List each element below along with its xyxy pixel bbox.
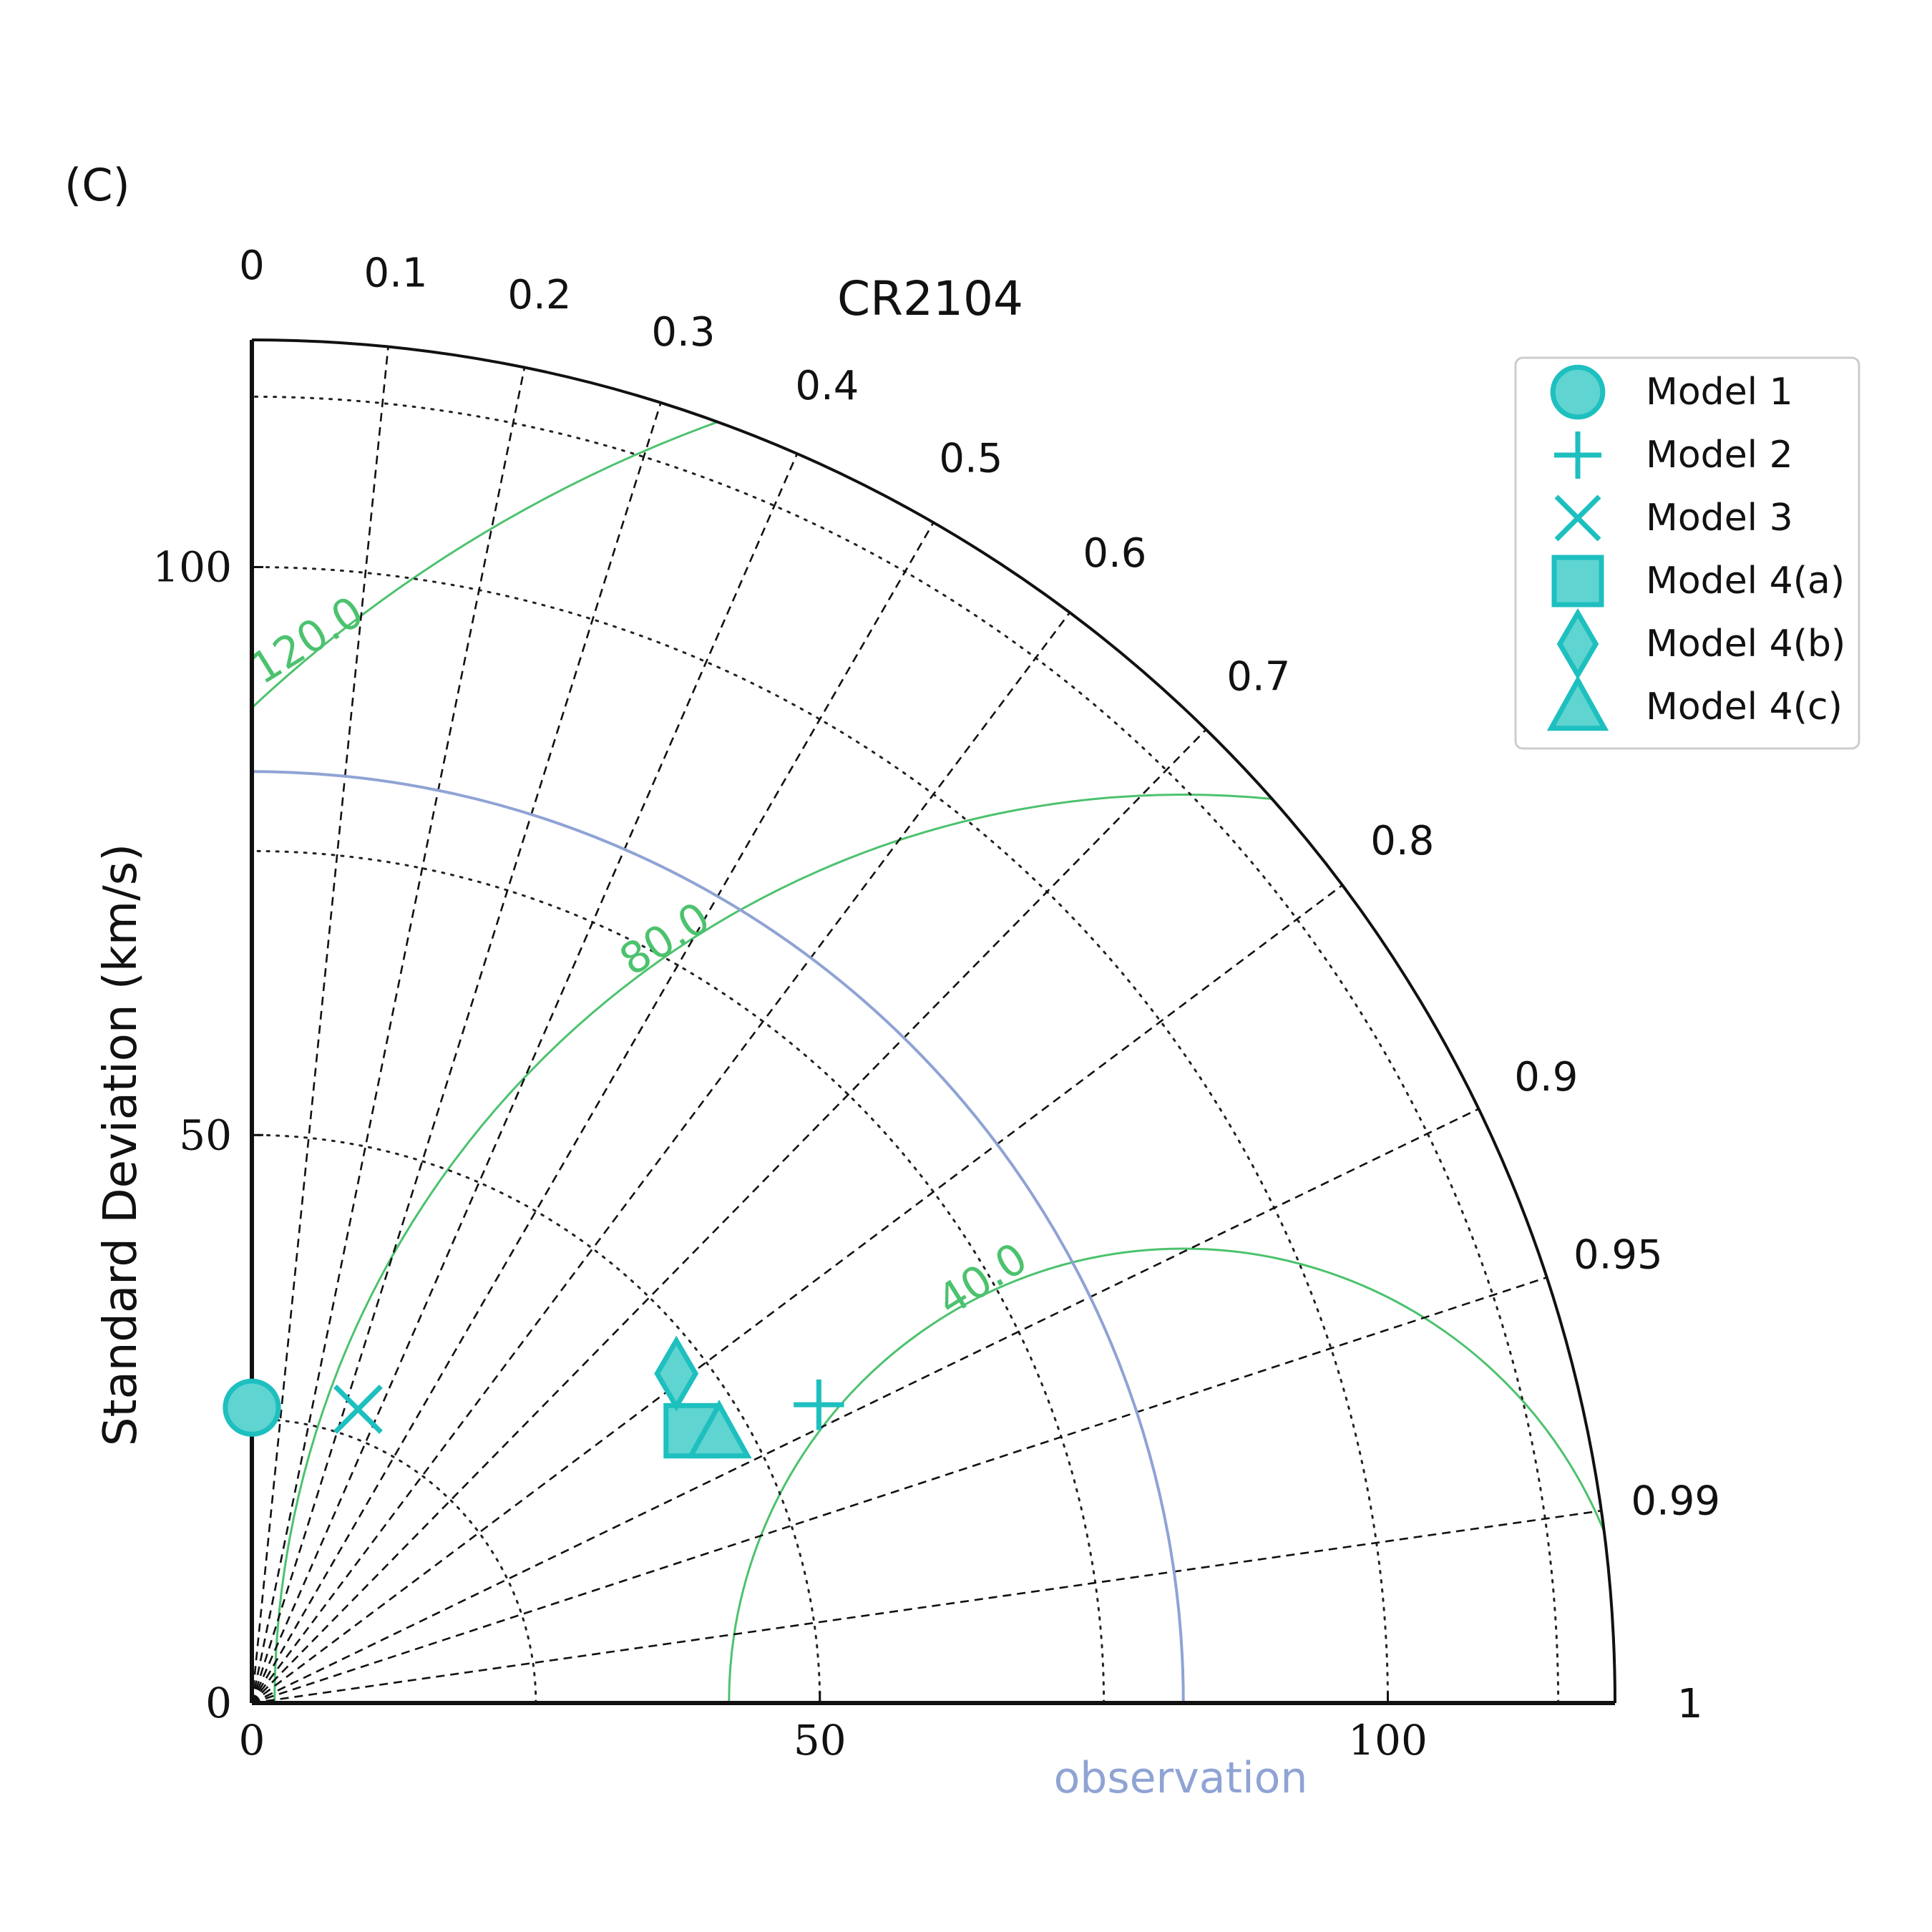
- legend-marker-model-4-c: [1546, 675, 1609, 731]
- corr-label-0-7: 0.7: [1226, 654, 1290, 701]
- corr-label-1: 1: [1677, 1681, 1703, 1727]
- corr-label-0-4: 0.4: [795, 363, 859, 409]
- legend-label-model-3: Model 3: [1646, 497, 1793, 540]
- corr-ray-0-2: [250, 367, 526, 1704]
- corr-ray-0-9: [251, 1108, 1480, 1704]
- legend-markers: [1546, 364, 1609, 731]
- legend-marker-model-2: [1554, 431, 1601, 479]
- legend-label-model-1: Model 1: [1646, 371, 1793, 414]
- chart-title: CR2104: [837, 271, 1023, 326]
- rms-contour-80: [273, 793, 1615, 1703]
- legend-label-model-4a: Model 4(a): [1646, 560, 1845, 602]
- marker-model-2: [794, 1379, 844, 1430]
- corr-label-0-1: 0.1: [364, 250, 427, 296]
- outer-arc: [251, 338, 1616, 1704]
- std-grid-arc-75: [250, 849, 1106, 1704]
- legend-label-model-4b: Model 4(b): [1646, 623, 1845, 665]
- std-grid-arc-25: [250, 1418, 537, 1704]
- corr-label-0-6: 0.6: [1083, 530, 1146, 577]
- corr-label-0-99: 0.99: [1631, 1478, 1720, 1524]
- legend-marker-model-4-a: [1551, 555, 1604, 608]
- corr-ray-0-8: [251, 884, 1343, 1704]
- std-grid-arc-115: [250, 395, 1560, 1704]
- y-tick-label-0: 0: [205, 1679, 232, 1727]
- corr-ray-0-6: [250, 612, 1071, 1704]
- panel-label: (C): [64, 159, 130, 211]
- rms-label-120: 120.0: [241, 587, 372, 694]
- corr-label-0-95: 0.95: [1574, 1231, 1663, 1278]
- rms-label-40: 40.0: [929, 1233, 1036, 1326]
- corr-label-0: 0: [239, 243, 265, 289]
- corr-ray-0-99: [251, 1509, 1602, 1704]
- y-tick-label-100: 100: [152, 543, 232, 592]
- corr-ray-0-4: [250, 453, 799, 1704]
- y-tick-label-50: 50: [179, 1111, 232, 1159]
- legend-label-model-2: Model 2: [1646, 434, 1793, 477]
- std-grid-arc-50: [250, 1133, 821, 1704]
- corr-label-0-3: 0.3: [651, 309, 715, 356]
- marker-model-3: [333, 1384, 383, 1434]
- plot-area: 0 0.1 0.2 0.3 0.4 0.5 0.6 0.7 0.8 0.9 0.95 0.99 1 40.…: [152, 243, 1720, 1765]
- x-tick-label-0: 0: [239, 1716, 265, 1765]
- corr-label-0-9: 0.9: [1514, 1054, 1578, 1101]
- reference-std-arc: [251, 770, 1185, 1704]
- corr-ray-0-1: [250, 346, 389, 1704]
- x-tick-label-100: 100: [1348, 1716, 1428, 1765]
- legend-marker-model-3: [1554, 494, 1601, 542]
- corr-label-0-8: 0.8: [1370, 818, 1434, 864]
- legend: Model 1 Model 2 Model 3 Model 4(a) Model…: [1514, 356, 1860, 750]
- marker-model-4-c: [686, 1400, 752, 1459]
- marker-model-1: [223, 1378, 281, 1437]
- marker-model-4-b: [654, 1335, 699, 1412]
- corr-ray-0-3: [250, 402, 662, 1704]
- corr-ray-0-95: [251, 1276, 1548, 1704]
- corr-label-0-5: 0.5: [939, 435, 1002, 482]
- legend-marker-model-1: [1550, 364, 1606, 420]
- std-grid-arc-100: [250, 566, 1389, 1704]
- corr-ray-0-7: [251, 728, 1207, 1704]
- legend-marker-model-4-b: [1556, 608, 1599, 680]
- rms-contour-40: [728, 1247, 1615, 1703]
- observation-label: observation: [1054, 1753, 1308, 1803]
- legend-label-model-4c: Model 4(c): [1646, 686, 1843, 728]
- corr-ray-0-5: [250, 522, 935, 1704]
- y-axis-label: Standard Deviation (km/s): [94, 844, 147, 1446]
- x-tick-label-50: 50: [794, 1716, 847, 1765]
- rms-label-80: 80.0: [611, 893, 718, 986]
- corr-label-0-2: 0.2: [507, 272, 571, 318]
